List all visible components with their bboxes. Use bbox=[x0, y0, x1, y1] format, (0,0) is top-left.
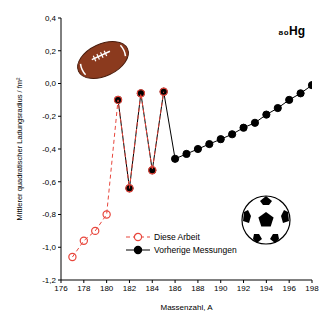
svg-text:190: 190 bbox=[214, 284, 228, 293]
svg-text:-0,6: -0,6 bbox=[42, 178, 56, 187]
svg-text:182: 182 bbox=[123, 284, 137, 293]
svg-text:-0,8: -0,8 bbox=[42, 210, 56, 219]
svg-text:-0,2: -0,2 bbox=[42, 112, 56, 121]
svg-text:0,2: 0,2 bbox=[45, 47, 57, 56]
svg-text:186: 186 bbox=[168, 284, 182, 293]
svg-text:0,4: 0,4 bbox=[45, 14, 57, 23]
svg-text:198: 198 bbox=[305, 284, 319, 293]
svg-text:188: 188 bbox=[191, 284, 205, 293]
svg-text:-0,4: -0,4 bbox=[42, 145, 56, 154]
svg-text:Mittlerer quadratischer Ladung: Mittlerer quadratischer Ladungsradius / … bbox=[15, 77, 24, 220]
svg-text:194: 194 bbox=[260, 284, 274, 293]
svg-text:-1,0: -1,0 bbox=[42, 243, 56, 252]
html-text:Vorherige Messungen: Vorherige Messungen bbox=[154, 244, 237, 255]
svg-text:176: 176 bbox=[54, 284, 68, 293]
svg-text:Massenzahl, A: Massenzahl, A bbox=[160, 303, 213, 312]
svg-text:178: 178 bbox=[77, 284, 91, 293]
svg-text:192: 192 bbox=[237, 284, 251, 293]
svg-text:180: 180 bbox=[100, 284, 114, 293]
svg-text:196: 196 bbox=[283, 284, 297, 293]
svg-text:-1,2: -1,2 bbox=[42, 276, 56, 285]
html-text:₈₀Hg: ₈₀Hg bbox=[278, 24, 305, 38]
svg-text:184: 184 bbox=[146, 284, 160, 293]
svg-text:0,0: 0,0 bbox=[45, 79, 57, 88]
html-text:Diese Arbeit: Diese Arbeit bbox=[154, 231, 200, 242]
